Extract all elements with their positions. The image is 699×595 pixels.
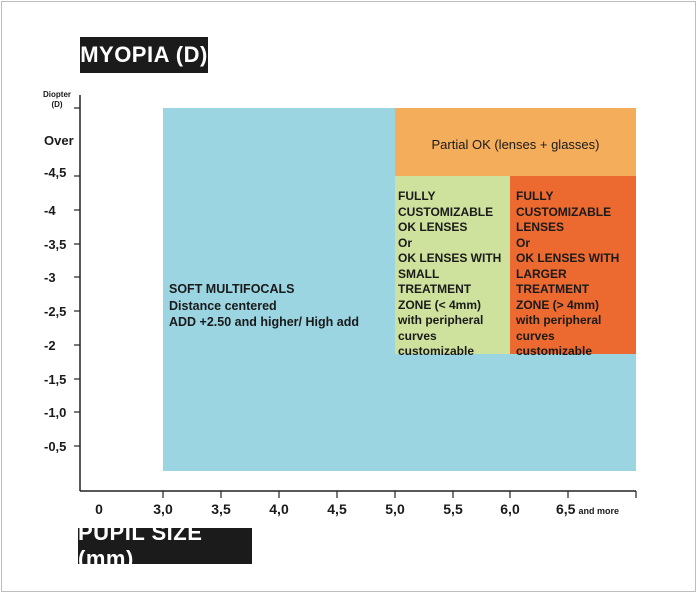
x-tick-label: 6,5 and more bbox=[556, 501, 619, 517]
x-tick-label: 5,5 bbox=[443, 501, 463, 517]
y-tick-label: -4 bbox=[44, 203, 56, 218]
x-tick-label: 6,0 bbox=[500, 501, 520, 517]
region-small-zone bbox=[395, 176, 510, 354]
y-axis-title-line1: Diopter bbox=[43, 90, 71, 99]
y-tick-label: -2,5 bbox=[44, 304, 66, 319]
y-tick-label: -3,5 bbox=[44, 237, 66, 252]
partial-ok-label: Partial OK (lenses + glasses) bbox=[431, 137, 600, 152]
x-axis-title: PUPIL SIZE (mm) bbox=[78, 520, 252, 571]
chart-title: MYOPIA (D) bbox=[80, 37, 208, 73]
larger-zone-label: FULLY CUSTOMIZABLE LENSES Or OK LENSES W… bbox=[516, 189, 620, 358]
y-tick-label: -1,5 bbox=[44, 372, 66, 387]
soft-multifocals-label: SOFT MULTIFOCALS Distance centered ADD +… bbox=[169, 282, 359, 329]
y-tick-label: -3 bbox=[44, 270, 56, 285]
x-tick-label: 0 bbox=[95, 501, 103, 517]
x-tick-label: 4,0 bbox=[269, 501, 289, 517]
x-tick-label: 5,0 bbox=[385, 501, 405, 517]
x-tick-label: 3,5 bbox=[211, 501, 231, 517]
x-tick-label: 3,0 bbox=[153, 501, 173, 517]
y-axis-title-line2: (D) bbox=[51, 100, 62, 109]
small-zone-label: FULLY CUSTOMIZABLE OK LENSES Or OK LENSE… bbox=[398, 189, 502, 358]
y-tick-label: -4,5 bbox=[44, 165, 66, 180]
region-partial-ok bbox=[395, 108, 636, 176]
x-tick-label: 4,5 bbox=[327, 501, 347, 517]
y-tick-label: -0,5 bbox=[44, 439, 66, 454]
region-larger-zone bbox=[510, 176, 636, 354]
y-tick-label: -1,0 bbox=[44, 405, 66, 420]
y-tick-label: -2 bbox=[44, 338, 56, 353]
y-tick-label: Over bbox=[44, 133, 74, 148]
